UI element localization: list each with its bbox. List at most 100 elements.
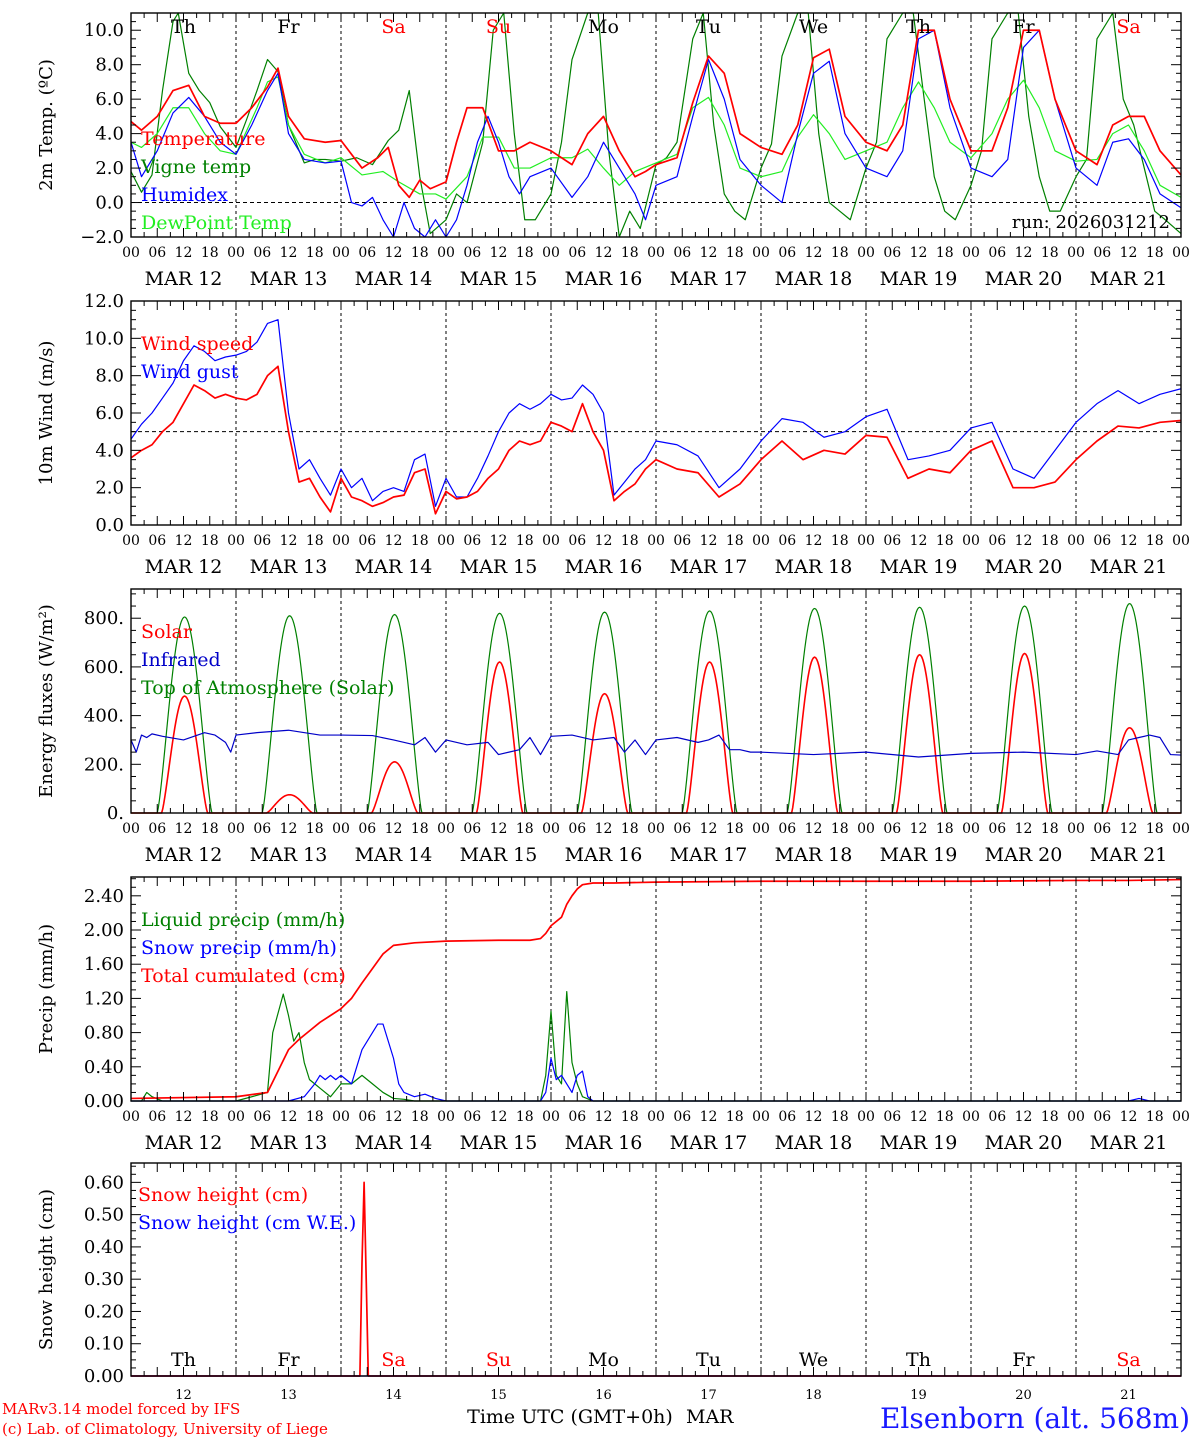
date-label: MAR 15	[460, 268, 538, 290]
hour-tick-label: 06	[883, 245, 901, 261]
series-temperature	[130, 29, 1182, 199]
y-tick-label: 0.60	[84, 1172, 124, 1193]
legend-entry: Wind speed	[141, 333, 253, 355]
hour-tick-label: 06	[463, 245, 481, 261]
hour-tick-label: 06	[463, 1109, 481, 1125]
date-label: MAR 16	[565, 844, 643, 866]
hour-tick-label: 18	[411, 533, 429, 549]
hour-tick-label: 12	[385, 1109, 403, 1125]
hour-tick-label: 12	[805, 1109, 823, 1125]
date-label: MAR 16	[565, 1132, 643, 1154]
day-number-label: 19	[910, 1388, 927, 1403]
hour-tick-label: 12	[805, 245, 823, 261]
hour-tick-label: 18	[516, 245, 534, 261]
hour-tick-label: 00	[1172, 245, 1190, 261]
date-label: MAR 15	[460, 844, 538, 866]
hour-tick-label: 12	[910, 533, 928, 549]
y-tick-label: 4.0	[95, 124, 124, 145]
y-tick-label: 0.30	[84, 1269, 124, 1290]
hour-tick-label: 18	[201, 533, 219, 549]
y-tick-label: 2.0	[95, 478, 124, 499]
weekday-label: Su	[486, 16, 511, 38]
hour-tick-label: 12	[1120, 245, 1138, 261]
date-label: MAR 19	[880, 1132, 958, 1154]
y-tick-label: 1.20	[84, 988, 124, 1009]
legend-entry: Temperature	[141, 128, 265, 150]
hour-tick-label: 00	[227, 821, 245, 837]
series-total-cumulated-cm-	[130, 878, 1182, 1100]
hour-tick-label: 00	[752, 245, 770, 261]
date-label: MAR 13	[250, 844, 328, 866]
hour-tick-label: 00	[647, 533, 665, 549]
y-axis-label: 2m Temp. (ºC)	[36, 59, 57, 191]
y-tick-label: 0.	[107, 803, 124, 824]
hour-tick-label: 18	[621, 1109, 639, 1125]
date-label: MAR 14	[355, 268, 433, 290]
weekday-label: Fr	[277, 16, 300, 38]
weekday-label: Fr	[1012, 1349, 1035, 1371]
weekday-label: Th	[171, 16, 196, 38]
date-label: MAR 18	[775, 844, 853, 866]
hour-tick-label: 12	[280, 533, 298, 549]
weekday-label: We	[799, 1349, 828, 1371]
hour-tick-label: 00	[1067, 1109, 1085, 1125]
y-tick-label: −2.0	[80, 227, 124, 248]
weekday-label: Tu	[696, 1349, 721, 1371]
series-dewpoint-temp	[130, 76, 1182, 200]
y-tick-label: 400.	[84, 706, 124, 727]
hour-tick-label: 12	[490, 533, 508, 549]
hour-tick-label: 00	[1172, 533, 1190, 549]
hour-tick-label: 18	[411, 1109, 429, 1125]
hour-tick-label: 06	[1093, 821, 1111, 837]
hour-tick-label: 00	[227, 245, 245, 261]
hour-tick-label: 18	[306, 1109, 324, 1125]
hour-tick-label: 18	[201, 1109, 219, 1125]
hour-tick-label: 18	[621, 245, 639, 261]
legend-entry: Snow height (cm W.E.)	[138, 1212, 356, 1234]
hour-tick-label: 06	[1093, 1109, 1111, 1125]
date-label: MAR 13	[250, 1132, 328, 1154]
y-axis-label: Precip (mm/h)	[36, 924, 57, 1054]
hour-tick-label: 00	[332, 1109, 350, 1125]
hour-tick-label: 00	[542, 533, 560, 549]
hour-tick-label: 00	[857, 1109, 875, 1125]
hour-tick-label: 12	[490, 821, 508, 837]
hour-tick-label: 00	[332, 245, 350, 261]
legend-entry: Infrared	[141, 649, 221, 671]
panel-temperature: −2.0 0.0 2.0 4.0 6.0 8.0 10.0 2m Temp. (ºC) Temp…	[36, 12, 1190, 290]
hour-tick-label: 00	[962, 533, 980, 549]
weekday-label: Sa	[1116, 16, 1140, 38]
hour-tick-label: 06	[778, 245, 796, 261]
y-tick-label: 10.0	[84, 328, 124, 349]
y-tick-label: 600.	[84, 657, 124, 678]
hour-tick-label: 18	[516, 821, 534, 837]
hour-tick-label: 18	[1146, 533, 1164, 549]
series-infrared	[130, 729, 1182, 758]
day-number-label: 12	[175, 1388, 192, 1403]
y-tick-label: 10.0	[84, 20, 124, 41]
y-tick-label: 200.	[84, 754, 124, 775]
legend-entry: Top of Atmosphere (Solar)	[141, 677, 394, 699]
plot-frame	[130, 588, 1182, 814]
hour-tick-label: 18	[621, 821, 639, 837]
y-axis-label: Snow height (cm)	[36, 1189, 57, 1350]
hour-tick-label: 18	[936, 1109, 954, 1125]
date-label: MAR 16	[565, 268, 643, 290]
hour-tick-label: 12	[595, 1109, 613, 1125]
day-number-label: 18	[805, 1388, 822, 1403]
hour-tick-label: 06	[988, 533, 1006, 549]
hour-tick-label: 18	[621, 533, 639, 549]
date-label: MAR 15	[460, 556, 538, 578]
x-axis-month: MAR	[686, 1406, 734, 1428]
hour-tick-label: 12	[280, 1109, 298, 1125]
hour-tick-label: 00	[437, 821, 455, 837]
hour-tick-label: 00	[122, 1109, 140, 1125]
y-tick-label: 0.50	[84, 1205, 124, 1226]
hour-tick-label: 06	[568, 245, 586, 261]
hour-tick-label: 06	[148, 533, 166, 549]
hour-tick-label: 06	[673, 1109, 691, 1125]
y-tick-label: 2.00	[84, 920, 124, 941]
hour-tick-label: 18	[936, 533, 954, 549]
date-label: MAR 19	[880, 556, 958, 578]
hour-tick-label: 06	[253, 1109, 271, 1125]
